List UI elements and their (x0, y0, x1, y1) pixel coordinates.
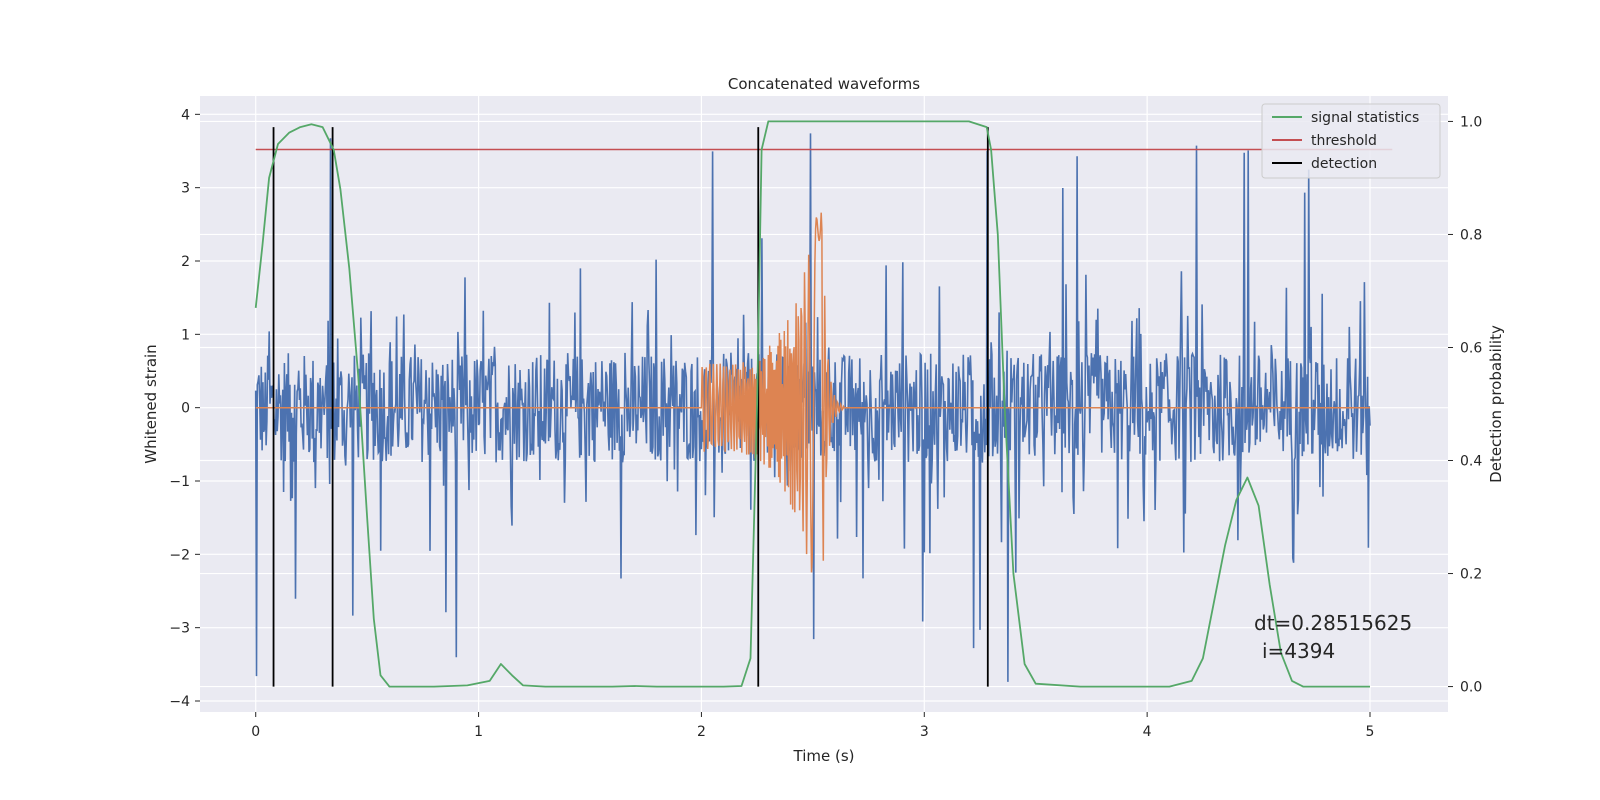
chart-title: Concatenated waveforms (728, 75, 920, 93)
y-tick-label: −2 (169, 547, 190, 563)
series-whitened-strain-line (254, 133, 1371, 682)
y-tick-label: −1 (169, 474, 190, 490)
x-axis-label: Time (s) (793, 747, 855, 765)
y2-tick-label: 0.4 (1460, 454, 1482, 470)
y2-tick-label: 1.0 (1460, 114, 1482, 130)
legend-box (1261, 103, 1441, 179)
x-tick-label: 4 (1143, 724, 1152, 740)
y-tick-label: 0 (181, 401, 190, 417)
y2-tick-label: 0.0 (1460, 680, 1482, 696)
legend-label-signal-statistics: signal statistics (1311, 110, 1419, 126)
x-tick-label: 2 (697, 724, 706, 740)
annotation-i: i=4394 (1262, 639, 1335, 663)
y2-tick-label: 0.6 (1460, 340, 1482, 356)
y-tick-label: −3 (169, 621, 190, 637)
y2-tick-label: 0.2 (1460, 567, 1482, 583)
y-tick-label: 4 (181, 107, 190, 123)
legend-label-threshold: threshold (1311, 133, 1377, 149)
y-tick-label: 3 (181, 181, 190, 197)
y2-axis-label: Detection probability (1487, 325, 1505, 483)
annotation-dt: dt=0.28515625 (1254, 611, 1412, 635)
x-tick-label: 3 (920, 724, 929, 740)
y2-tick-label: 0.8 (1460, 227, 1482, 243)
x-tick-label: 1 (474, 724, 483, 740)
x-tick-label: 5 (1366, 724, 1375, 740)
series-waveform-line (255, 212, 1370, 573)
signal-statistics-line (254, 120, 1370, 688)
y-tick-label: −4 (169, 694, 190, 710)
y-axis-label: Whitened strain (142, 344, 160, 463)
y-tick-label: 1 (181, 327, 190, 343)
ticks-layer: 0 1 2 3 4 5 −4 −3 −2 −1 0 1 2 3 4 0.0 0.2 0.4 0.6 0.8 1.0 (169, 107, 1482, 740)
series-layer (254, 120, 1393, 688)
x-tick-label: 0 (251, 724, 260, 740)
legend-label-detection: detection (1311, 156, 1377, 172)
y-tick-label: 2 (181, 254, 190, 270)
legend: signal statistics threshold detection (1261, 103, 1441, 179)
